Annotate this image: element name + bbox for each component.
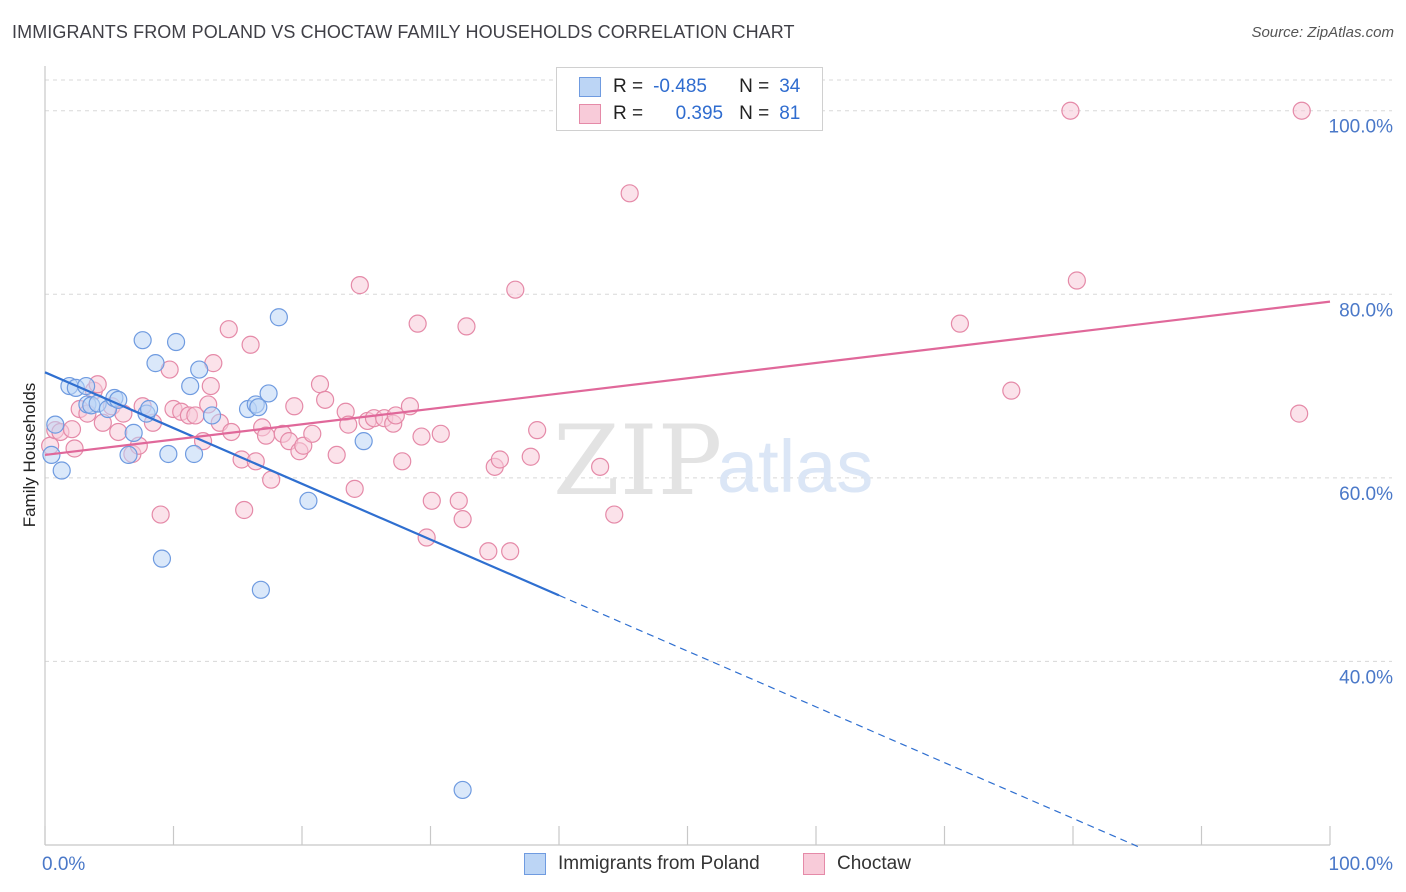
choctaw-point [490, 450, 509, 469]
choctaw-trend-line [44, 300, 1331, 457]
stats-row-choctaw: R = 0.395 N = 81 [579, 101, 800, 127]
choctaw-point [241, 335, 260, 354]
poland-point [152, 549, 172, 568]
watermark-zip: ZIP [553, 405, 722, 517]
choctaw-point [605, 505, 624, 524]
choctaw-point [521, 447, 540, 466]
source-label: Source: ZipAtlas.com [1251, 24, 1394, 41]
choctaw-point [431, 424, 450, 443]
poland-point [46, 415, 65, 434]
poland-point [354, 432, 373, 451]
poland-point [269, 308, 288, 327]
choctaw-point [1061, 101, 1080, 120]
choctaw-point [109, 422, 128, 442]
choctaw-point [201, 376, 220, 396]
legend-item-poland[interactable]: Immigrants from Poland [524, 851, 760, 877]
choctaw-point [235, 500, 254, 520]
legend-item-choctaw[interactable]: Choctaw [803, 851, 911, 877]
choctaw-point [327, 445, 346, 465]
n-label: N = [739, 76, 770, 97]
choctaw-point [386, 406, 405, 425]
poland-points [42, 308, 472, 800]
choctaw-point [422, 491, 441, 510]
choctaw-swatch [579, 104, 601, 124]
choctaw-point [339, 415, 358, 434]
choctaw-legend-swatch [803, 853, 825, 875]
poland-point [124, 423, 143, 442]
choctaw-point [219, 320, 238, 339]
poland-point [119, 445, 138, 465]
choctaw-point [303, 424, 322, 443]
chart-title: IMMIGRANTS FROM POLAND VS CHOCTAW FAMILY… [12, 22, 795, 42]
poland-point [251, 580, 270, 599]
choctaw-point [62, 420, 82, 439]
choctaw-point [457, 317, 476, 336]
y-tick-label: 80.0% [1339, 300, 1393, 321]
r-label: R = [613, 76, 644, 97]
choctaw-point [65, 439, 84, 458]
choctaw-point [393, 452, 412, 471]
poland-point [166, 332, 186, 352]
poland-point [181, 376, 200, 396]
choctaw-legend-label: Choctaw [837, 853, 911, 874]
poland-point [184, 444, 204, 464]
poland-point [202, 406, 222, 425]
r-label: R = [613, 103, 644, 124]
n-value: 81 [779, 103, 801, 124]
r-value: 0.395 [675, 103, 724, 124]
poland-point [453, 780, 472, 800]
poland-point [159, 444, 178, 464]
r-value: -0.485 [653, 76, 707, 97]
x-tick-label-min: 0.0% [42, 854, 85, 875]
watermark-atlas: atlas [717, 425, 873, 508]
choctaw-point [453, 510, 472, 529]
choctaw-point [620, 184, 639, 203]
grid-layer [45, 79, 1392, 662]
choctaw-point [345, 479, 364, 498]
choctaw-point [151, 505, 170, 524]
poland-legend-swatch [524, 853, 546, 875]
choctaw-point [412, 427, 431, 446]
choctaw-point [950, 314, 970, 333]
poland-point [299, 491, 318, 510]
poland-legend-label: Immigrants from Poland [558, 853, 760, 874]
poland-point [146, 354, 165, 373]
choctaw-point [350, 276, 369, 295]
poland-point [133, 331, 152, 350]
n-label: N = [739, 103, 770, 124]
poland-point [249, 398, 268, 417]
poland-point [259, 384, 278, 403]
choctaw-point [310, 375, 330, 394]
choctaw-point [506, 280, 525, 299]
y-tick-label: 100.0% [1329, 117, 1394, 138]
y-tick-label: 60.0% [1339, 484, 1393, 505]
choctaw-point [591, 457, 610, 476]
choctaw-point [528, 421, 547, 440]
labels-layer: 40.0% 60.0% 80.0% 100.0% 0.0% 100.0% [42, 117, 1393, 875]
choctaw-point [285, 397, 304, 416]
choctaw-point [1290, 404, 1309, 423]
stats-row-poland: R = -0.485 N = 34 [579, 74, 800, 100]
stats-legend: R = -0.485 N = 34 R = 0.395 N = 81 [556, 67, 823, 131]
y-tick-label: 40.0% [1339, 667, 1393, 688]
choctaw-point [1002, 381, 1021, 400]
poland-point [52, 461, 71, 480]
choctaw-point [449, 491, 468, 510]
choctaw-point [1292, 101, 1311, 120]
choctaw-point [501, 542, 520, 561]
poland-trend-line [44, 371, 560, 597]
choctaw-point [408, 314, 427, 333]
x-tick-label-max: 100.0% [1329, 854, 1394, 875]
poland-point [190, 360, 209, 379]
watermark: ZIP atlas [553, 405, 873, 517]
trend-layer [44, 300, 1331, 849]
choctaw-point [479, 542, 498, 561]
choctaw-point [316, 390, 335, 409]
choctaw-point [1067, 271, 1086, 290]
poland-swatch [579, 77, 601, 97]
poland-trend-extension [558, 594, 1142, 849]
n-value: 34 [779, 76, 801, 97]
